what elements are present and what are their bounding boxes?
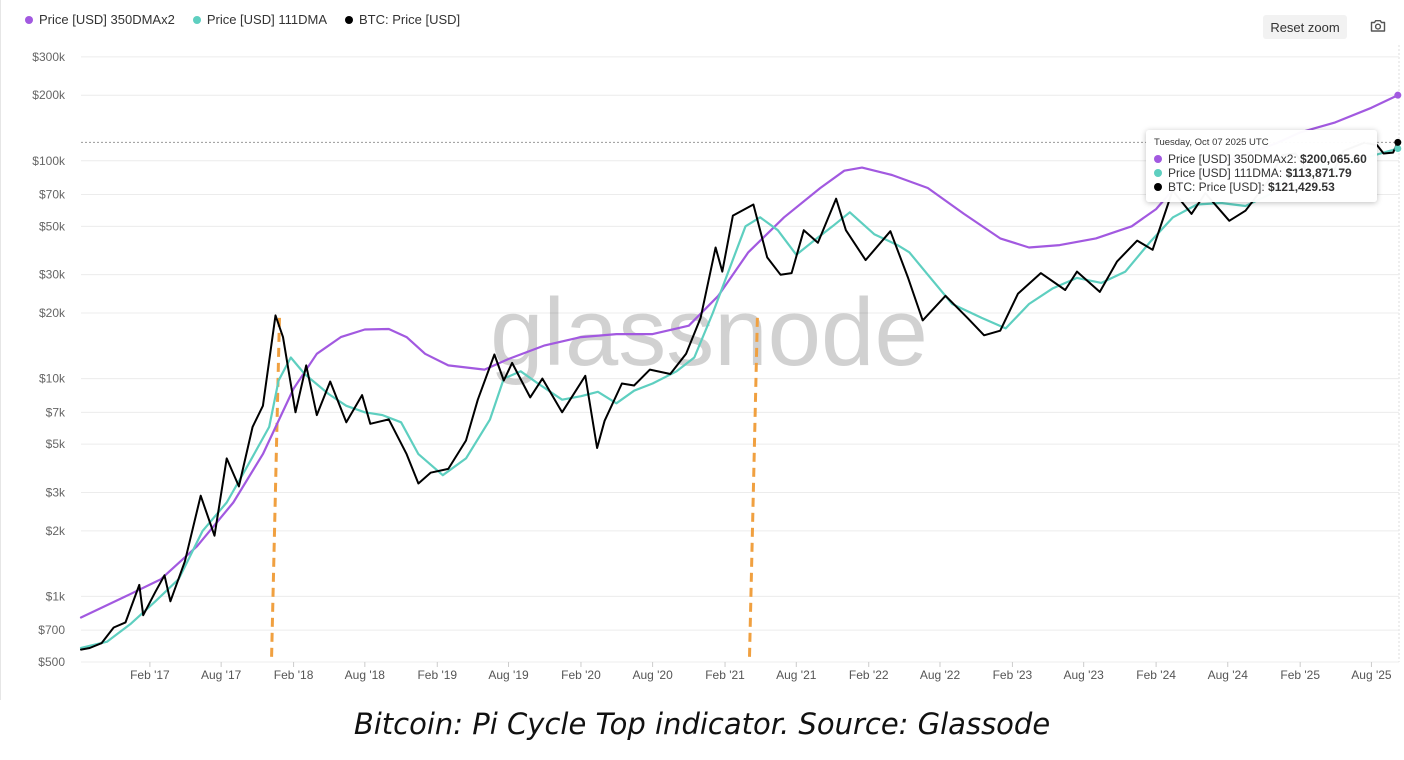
x-tick-label: Feb '20 [561, 668, 601, 682]
x-tick-label: Aug '21 [776, 668, 817, 682]
tooltip-value: $121,429.53 [1268, 180, 1335, 194]
tooltip-label: Price [USD] 111DMA: [1168, 166, 1286, 180]
endpoint-dot-111dma [1394, 144, 1402, 152]
endpoint-dot-350dmax2 [1394, 91, 1402, 99]
tooltip-dot [1154, 183, 1162, 191]
legend-dot-111dma [192, 15, 201, 24]
x-tick-label: Feb '25 [1280, 668, 1320, 682]
y-tick-label: $1k [46, 589, 66, 603]
y-tick-label: $300k [32, 50, 66, 64]
tooltip-label: BTC: Price [USD]: [1168, 180, 1269, 194]
x-tick-label: Aug '17 [201, 668, 242, 682]
x-tick-label: Aug '19 [488, 668, 529, 682]
y-axis: $300k $200k $100k $70k $50k $30k $20k $10k $7k $5… [32, 50, 66, 669]
y-tick-label: $70k [39, 188, 66, 202]
tooltip-dot [1154, 169, 1162, 177]
legend-label: BTC: Price [USD] [359, 12, 461, 27]
tooltip-value: $113,871.79 [1285, 166, 1352, 180]
watermark: glassnode [490, 279, 928, 386]
legend-item-111dma[interactable]: Price [USD] 111DMA [192, 12, 327, 27]
legend-item-btc-price[interactable]: BTC: Price [USD] [345, 12, 460, 27]
x-tick-label: Feb '19 [417, 668, 457, 682]
x-tick-label: Feb '23 [993, 668, 1033, 682]
x-tick-label: Aug '23 [1064, 668, 1105, 682]
x-axis: Feb '17 Aug '17 Feb '18 Aug '18 Feb '19 Aug '… [130, 662, 1392, 682]
y-tick-label: $700 [38, 623, 65, 637]
x-tick-label: Aug '18 [345, 668, 386, 682]
cross-markers [269, 317, 759, 663]
y-tick-label: $10k [39, 372, 66, 386]
endpoint-dot-btc-price [1394, 138, 1402, 146]
y-tick-label: $50k [39, 219, 66, 233]
tooltip: Tuesday, Oct 07 2025 UTC Price [USD] 350… [1146, 130, 1377, 202]
y-tick-label: $20k [39, 306, 66, 320]
pi-cycle-cross-marker [747, 317, 759, 663]
x-tick-label: Feb '18 [274, 668, 314, 682]
y-tick-label: $500 [38, 655, 65, 669]
y-tick-label: $5k [46, 437, 66, 451]
pi-cycle-cross-marker [269, 317, 281, 663]
legend-label: Price [USD] 350DMAx2 [39, 12, 175, 27]
legend-item-350dmax2[interactable]: Price [USD] 350DMAx2 [25, 12, 175, 27]
chart-frame: glassnode $300k $200k $100k $70k $50k $30k $20… [0, 0, 1404, 700]
legend-dot-350dmax2 [25, 15, 33, 24]
x-tick-label: Aug '25 [1351, 668, 1392, 682]
camera-button[interactable] [1363, 15, 1393, 39]
tooltip-dot [1154, 155, 1162, 163]
x-tick-label: Feb '24 [1136, 668, 1176, 682]
y-tick-label: $200k [32, 88, 66, 102]
tooltip-label: Price [USD] 350DMAx2: [1168, 152, 1301, 166]
y-tick-label: $30k [39, 268, 66, 282]
y-tick-label: $3k [46, 485, 66, 499]
series-111dma-line [79, 147, 1399, 650]
camera-icon [1370, 19, 1386, 32]
price-chart[interactable]: glassnode $300k $200k $100k $70k $50k $30k $20… [1, 0, 1404, 700]
legend-dot-btc-price [345, 15, 353, 24]
figure-caption: Bitcoin: Pi Cycle Top indicator. Source:… [353, 707, 1051, 741]
reset-zoom-button[interactable]: Reset zoom [1263, 15, 1347, 39]
tooltip-row-111dma: Price [USD] 111DMA: $113,871.79 [1154, 166, 1369, 180]
hover-layer [81, 91, 1402, 152]
tooltip-row-350dmax2: Price [USD] 350DMAx2: $200,065.60 [1154, 152, 1369, 166]
y-tick-label: $2k [46, 524, 66, 538]
tooltip-date: Tuesday, Oct 07 2025 UTC [1154, 137, 1269, 148]
legend: Price [USD] 350DMAx2 Price [USD] 111DMA … [25, 12, 460, 27]
x-tick-label: Feb '21 [705, 668, 745, 682]
tooltip-value: $200,065.60 [1300, 152, 1367, 166]
x-tick-label: Aug '24 [1208, 668, 1249, 682]
tooltip-row-btc-price: BTC: Price [USD]: $121,429.53 [1154, 180, 1369, 194]
y-tick-label: $100k [32, 154, 66, 168]
y-tick-label: $7k [46, 405, 66, 419]
legend-label: Price [USD] 111DMA [206, 12, 327, 27]
x-tick-label: Aug '20 [632, 668, 673, 682]
x-tick-label: Feb '22 [849, 668, 889, 682]
x-tick-label: Aug '22 [920, 668, 961, 682]
x-tick-label: Feb '17 [130, 668, 170, 682]
